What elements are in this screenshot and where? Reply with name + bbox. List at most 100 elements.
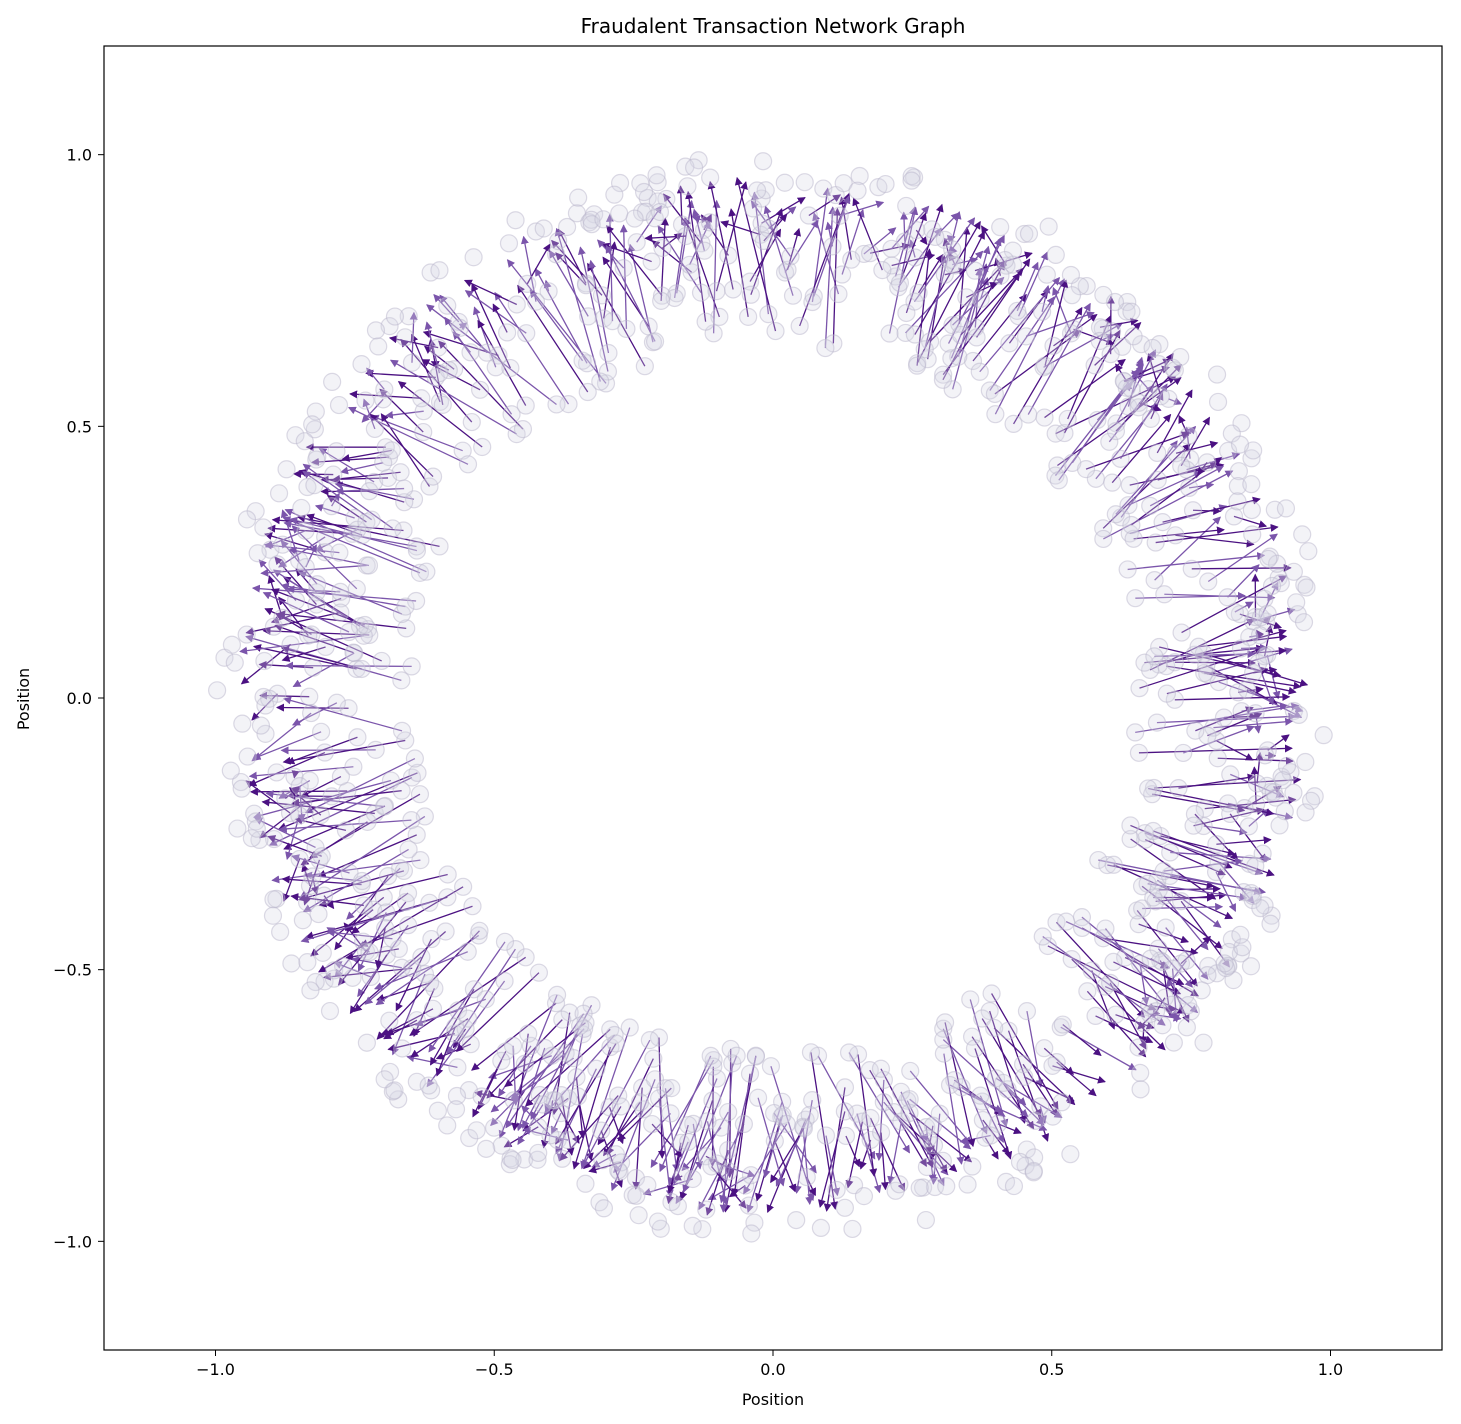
node [611,1097,631,1116]
node [285,767,304,786]
node [1126,723,1145,742]
node [951,325,970,345]
node [1250,626,1270,645]
node [1266,788,1285,807]
node [609,1161,628,1180]
node [513,420,533,439]
node [568,1087,588,1106]
node [1120,475,1139,495]
edge [272,569,361,627]
node [1141,409,1161,428]
node [430,261,449,280]
edge [428,941,506,1053]
edge [1144,839,1226,876]
node [380,1011,399,1030]
node [1004,414,1023,433]
node [842,250,861,269]
edge [300,775,342,798]
node [609,1086,628,1105]
node [300,687,319,706]
edge [673,1078,718,1185]
node [324,465,343,484]
node [489,346,508,365]
node [907,221,926,240]
node [1144,778,1164,798]
node [1172,892,1191,911]
node [247,819,266,838]
node [1209,672,1228,692]
edge [859,1139,872,1170]
node [652,291,671,310]
node [411,851,430,870]
edge [719,1056,757,1204]
node [594,1199,614,1218]
node [430,364,449,383]
node [744,199,763,218]
node [1229,462,1248,481]
node [873,261,892,280]
node [579,307,598,326]
edge [1252,607,1296,622]
node [910,1178,929,1197]
node [777,1114,796,1134]
node [897,196,916,216]
edge [429,988,475,1066]
node [502,405,521,424]
node [1179,995,1198,1015]
node [902,167,921,186]
node [907,356,927,375]
node [1114,371,1133,391]
node [833,265,852,284]
edge [682,1055,738,1193]
node [366,740,385,759]
node [410,563,430,582]
node [1105,292,1125,312]
edge [1149,465,1224,507]
node [392,721,412,740]
edge [927,1138,948,1173]
node [553,1149,572,1168]
edge [426,304,557,405]
node [985,1018,1004,1038]
node [1141,496,1160,515]
node [1299,542,1318,561]
node [1177,951,1196,970]
edge [707,180,734,290]
node [264,890,283,909]
node [926,227,945,247]
node [594,210,613,229]
node [1026,1111,1045,1130]
node [1289,705,1308,724]
node [1147,713,1167,732]
edge [1115,1014,1155,1030]
edge [511,1063,526,1132]
edge [706,1121,729,1206]
edge [265,790,385,808]
edge [750,200,792,257]
node [422,929,441,949]
node [402,657,421,676]
edge [1057,377,1182,467]
node [740,1064,760,1083]
node [895,232,914,251]
node [1143,338,1162,358]
edge [288,546,370,567]
node [695,241,714,260]
node [360,482,379,501]
node [719,1140,738,1160]
node [1130,954,1150,973]
node [570,1016,590,1035]
edge [1153,775,1302,789]
node [916,1210,936,1230]
node [392,958,411,977]
node [761,1057,781,1076]
node [1121,816,1140,835]
node [1284,562,1303,581]
node [1124,327,1143,346]
node [1262,576,1282,596]
node [967,328,986,347]
edge [909,1070,972,1145]
node [741,1166,761,1185]
node [344,757,363,776]
edge [770,1127,805,1184]
